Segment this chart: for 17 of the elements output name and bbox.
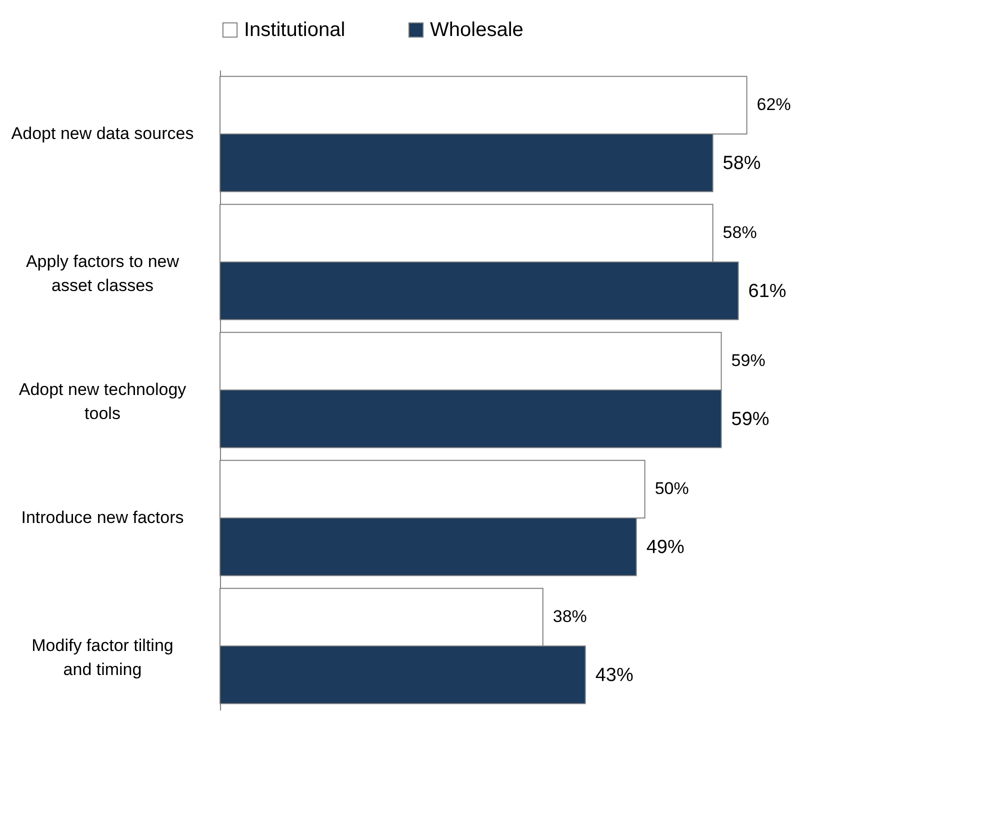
legend-label: Wholesale (430, 19, 524, 41)
data-label: 38% (552, 607, 587, 626)
data-label: 59% (731, 408, 770, 430)
y-tick-label: Adopt new technology tools (18, 380, 187, 423)
y-tick-label: Modify factor tilting and timing (32, 636, 174, 679)
data-label: 58% (722, 152, 761, 174)
data-label: 50% (654, 479, 689, 498)
data-label: 62% (756, 95, 791, 114)
y-tick-label: Apply factors to new asset classes (26, 252, 180, 295)
data-label: 61% (748, 280, 786, 302)
data-label: 43% (595, 664, 634, 686)
legend-label: Institutional (244, 19, 346, 41)
data-label: 59% (731, 351, 766, 370)
y-tick-label: Introduce new factors (21, 508, 184, 527)
data-label: 49% (646, 536, 684, 558)
y-tick-label: Adopt new data sources (11, 124, 194, 143)
data-label: 58% (722, 223, 757, 242)
